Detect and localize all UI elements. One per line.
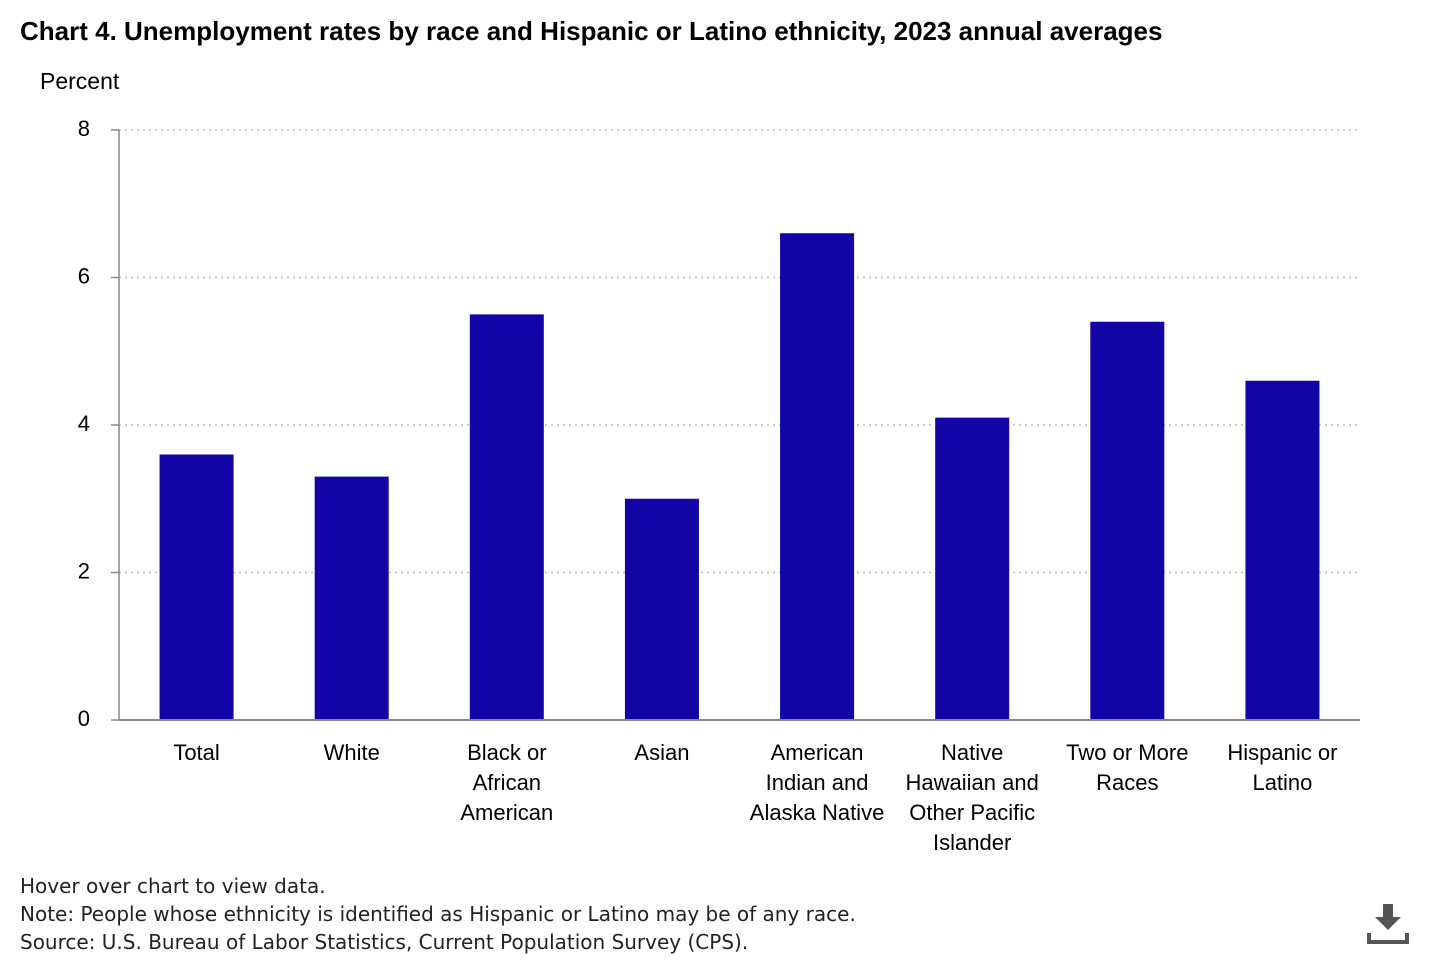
x-tick-label: Hispanic or Latino: [1227, 740, 1338, 795]
bar: [1090, 321, 1165, 720]
bar: [314, 476, 389, 720]
y-tick-label: 2: [78, 558, 90, 583]
x-tick-label: Total: [173, 740, 220, 765]
bar: [624, 498, 699, 720]
bar: [780, 233, 855, 720]
source: Source: U.S. Bureau of Labor Statistics,…: [20, 930, 749, 954]
y-tick-label: 4: [78, 411, 90, 436]
bar: [469, 314, 544, 720]
x-tick-label: Two or More Races: [1066, 740, 1189, 795]
chart-title: Chart 4. Unemployment rates by race and …: [20, 16, 1163, 46]
y-tick-label: 0: [78, 706, 90, 731]
note: Note: People whose ethnicity is identifi…: [20, 902, 856, 926]
y-tick-label: 6: [78, 263, 90, 288]
y-tick-label: 8: [78, 116, 90, 141]
x-tick-label: American Indian and Alaska Native: [749, 740, 885, 825]
bar: [935, 417, 1010, 720]
bar: [1245, 380, 1320, 720]
x-tick-label: Native Hawaiian and Other Pacific Island…: [905, 740, 1039, 855]
y-axis-label: Percent: [40, 68, 120, 94]
download-button[interactable]: [1366, 900, 1412, 946]
x-tick-label: Asian: [634, 740, 690, 765]
x-tick-label: White: [323, 740, 380, 765]
x-tick-label: Black or African American: [460, 740, 554, 825]
bar: [159, 454, 234, 720]
hint: Hover over chart to view data.: [20, 874, 326, 898]
